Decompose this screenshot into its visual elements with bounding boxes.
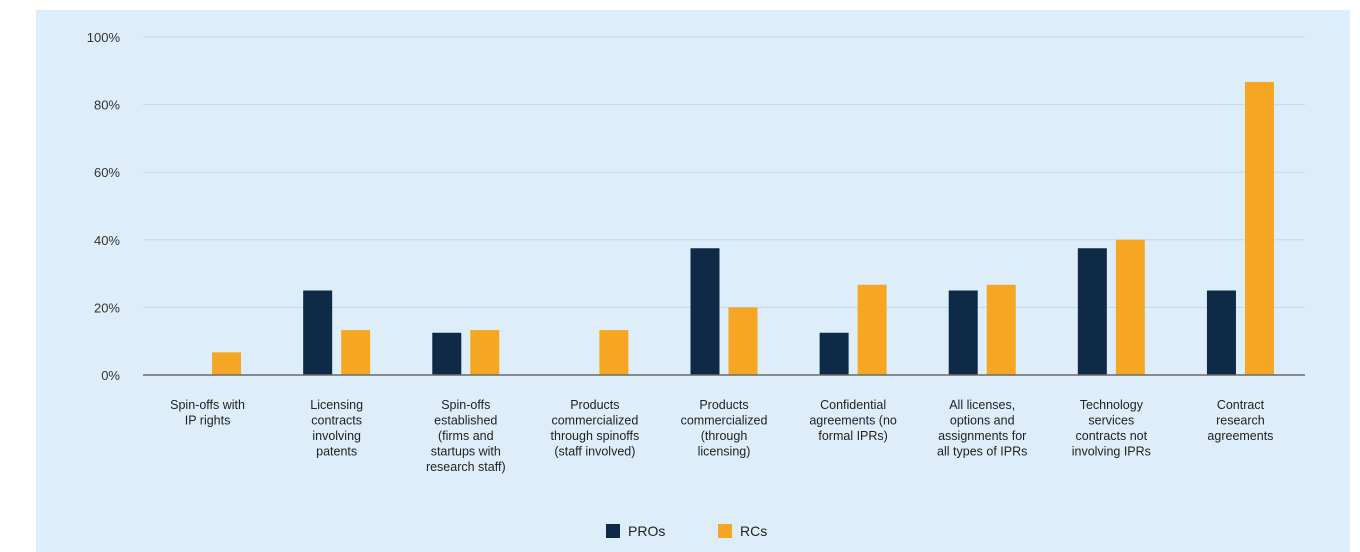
legend-item-rcs: RCs xyxy=(718,523,767,539)
bar-rcs xyxy=(1244,81,1274,375)
category-label: Confidential agreements (no formal IPRs) xyxy=(809,398,897,443)
bar-rcs xyxy=(599,330,629,375)
bar-rcs xyxy=(728,307,758,375)
category-label: Contract research agreements xyxy=(1207,398,1273,443)
legend-label: PROs xyxy=(628,523,665,539)
bar-rcs xyxy=(470,330,500,375)
category-labels: Spin-offs with IP rights Licensing contract… xyxy=(170,398,1273,474)
bar-pros xyxy=(948,290,978,375)
bars xyxy=(212,81,1274,375)
bar-rcs xyxy=(857,284,887,375)
bar-rcs xyxy=(341,330,371,375)
bar-rcs xyxy=(1115,239,1145,375)
bar-pros xyxy=(690,248,720,375)
y-tick-label: 80% xyxy=(94,98,120,113)
legend-label: RCs xyxy=(740,523,767,539)
bar-pros xyxy=(303,290,333,375)
y-tick-label: 0% xyxy=(101,368,120,383)
y-axis-ticks: 0% 20% 40% 60% 80% 100% xyxy=(87,30,121,383)
y-tick-label: 60% xyxy=(94,165,120,180)
category-label: Products commercialized through spinoffs (s… xyxy=(551,398,640,459)
legend: PROs RCs xyxy=(606,523,767,539)
bar-pros xyxy=(432,332,462,375)
category-label: Licensing contracts involving patents xyxy=(310,398,363,459)
bar-pros xyxy=(1077,248,1107,375)
bar-pros xyxy=(1206,290,1236,375)
category-label: Spin-offs with IP rights xyxy=(170,398,245,428)
y-tick-label: 20% xyxy=(94,300,120,315)
legend-swatch xyxy=(718,524,732,538)
category-label: Spin-offs established (firms and startups w… xyxy=(426,398,506,474)
category-label: All licenses, options and assignments for a… xyxy=(937,398,1027,459)
bar-rcs xyxy=(986,284,1016,375)
bar-pros xyxy=(819,332,849,375)
legend-item-pros: PROs xyxy=(606,523,665,539)
category-label: Products commercialized (through licensing) xyxy=(681,398,768,459)
y-tick-label: 100% xyxy=(87,30,121,45)
gridlines xyxy=(143,36,1305,308)
category-label: Technology services contracts not involving… xyxy=(1072,398,1151,459)
y-tick-label: 40% xyxy=(94,233,120,248)
bar-rcs xyxy=(212,352,242,375)
legend-swatch xyxy=(606,524,620,538)
